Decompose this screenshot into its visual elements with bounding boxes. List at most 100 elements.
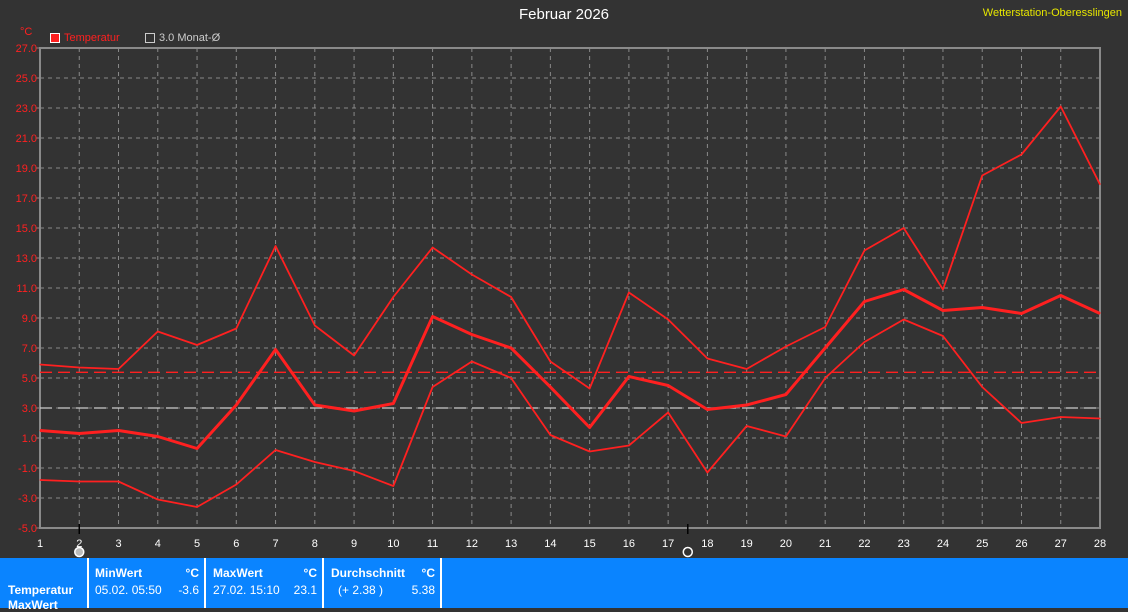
min-unit: °C [185, 566, 199, 580]
x-tick-label: 4 [155, 538, 161, 550]
data-point-avg [353, 410, 355, 412]
x-tick-label: 16 [623, 538, 635, 550]
data-point-min [510, 377, 512, 379]
legend-swatch-white [145, 33, 155, 43]
data-point-min [628, 445, 630, 446]
data-point-min [157, 499, 159, 500]
max-unit: °C [303, 566, 317, 580]
data-point-min [746, 425, 748, 427]
data-point-max [903, 227, 905, 229]
data-point-avg [471, 334, 473, 335]
data-point-avg [314, 404, 316, 406]
x-tick-label: 22 [858, 538, 870, 550]
legend-temperatur[interactable]: Temperatur [50, 32, 120, 44]
data-point-min [392, 485, 394, 487]
data-point-avg [392, 403, 394, 404]
data-point-min [589, 451, 591, 452]
data-point-max [628, 292, 630, 293]
y-tick-label: 17.0 [16, 193, 37, 205]
series-line-min [39, 318, 1101, 508]
y-tick-label: 5.0 [22, 373, 37, 385]
data-point-max [863, 250, 865, 251]
data-point-max [118, 368, 120, 370]
data-point-min [314, 461, 316, 463]
x-tick-label: 21 [819, 538, 831, 550]
data-point-avg [824, 347, 826, 349]
x-tick-label: 5 [194, 538, 200, 550]
data-point-avg [746, 404, 748, 406]
series-line-max [39, 105, 1101, 390]
y-tick-label: 23.0 [16, 103, 37, 115]
data-point-min [942, 335, 944, 337]
data-point-max [1060, 106, 1062, 107]
x-tick-label: 7 [272, 538, 278, 550]
data-point-min [549, 434, 551, 436]
data-point-min [824, 377, 826, 379]
data-point-min [471, 361, 473, 362]
max-title: MaxWert [213, 566, 263, 580]
footer-divider [440, 558, 442, 608]
data-point-max [78, 367, 80, 368]
chart-title: Februar 2026 [518, 6, 610, 23]
x-tick-label: 8 [312, 538, 318, 550]
data-point-min [981, 386, 983, 388]
y-tick-label: 15.0 [16, 223, 37, 235]
x-tick-label: 23 [898, 538, 910, 550]
min-title: MinWert [95, 566, 143, 580]
y-tick-label: 11.0 [16, 283, 37, 295]
data-point-avg [628, 376, 630, 377]
x-tick-label: 6 [233, 538, 239, 550]
footer-row-label2: MaxWert [8, 598, 58, 612]
x-tick-label: 3 [115, 538, 121, 550]
x-tick-label: 28 [1094, 538, 1106, 550]
y-axis-unit: °C [20, 26, 33, 38]
max-value: 23.1 [293, 583, 317, 597]
y-tick-label: 13.0 [16, 253, 37, 265]
avg-title: Durchschnitt [331, 566, 406, 580]
legend-label: Temperatur [64, 32, 120, 44]
data-point-avg [706, 409, 708, 410]
x-tick-label: 26 [1015, 538, 1027, 550]
data-point-max [824, 326, 826, 328]
data-point-min [903, 319, 905, 320]
data-point-min [118, 481, 120, 482]
data-point-max [432, 247, 434, 248]
data-point-max [785, 346, 787, 347]
legend-label: 3.0 Monat-Ø [159, 32, 221, 44]
data-point-avg [78, 433, 80, 434]
data-point-max [157, 331, 159, 332]
avg-diff: (+ 2.38 ) [338, 583, 384, 597]
y-tick-label: -5.0 [18, 523, 37, 535]
data-point-avg [157, 436, 159, 437]
x-tick-label: 13 [505, 538, 517, 550]
data-point-avg [510, 347, 512, 349]
data-point-avg [667, 385, 669, 386]
data-point-avg [39, 430, 41, 431]
data-point-max [981, 175, 983, 176]
data-point-min [235, 484, 237, 485]
data-point-avg [275, 349, 277, 350]
data-point-max [549, 361, 551, 362]
y-tick-label: 9.0 [22, 313, 37, 325]
data-point-max [314, 325, 316, 326]
y-tick-label: 25.0 [16, 73, 37, 85]
y-tick-label: 3.0 [22, 403, 37, 415]
data-point-max [196, 344, 198, 346]
data-point-max [392, 296, 394, 298]
data-point-min [785, 436, 787, 437]
legend-swatch-red [50, 33, 60, 43]
avg-value: 5.38 [411, 583, 435, 597]
x-tick-label: 27 [1055, 538, 1067, 550]
y-tick-label: 21.0 [16, 133, 37, 145]
x-tick-label: 19 [741, 538, 753, 550]
y-tick-label: -3.0 [18, 493, 37, 505]
min-panel: MinWert °C 05.02. 05:50 -3.6 [87, 558, 205, 608]
station-name: Wetterstation-Oberesslingen [982, 7, 1122, 19]
legend-monat-avg[interactable]: 3.0 Monat-Ø [145, 32, 220, 44]
data-point-min [275, 449, 277, 451]
full-moon-icon [74, 546, 85, 558]
x-tick-label: 12 [466, 538, 478, 550]
data-point-avg [1020, 313, 1022, 314]
y-tick-label: 7.0 [22, 343, 37, 355]
data-point-min [196, 506, 198, 508]
